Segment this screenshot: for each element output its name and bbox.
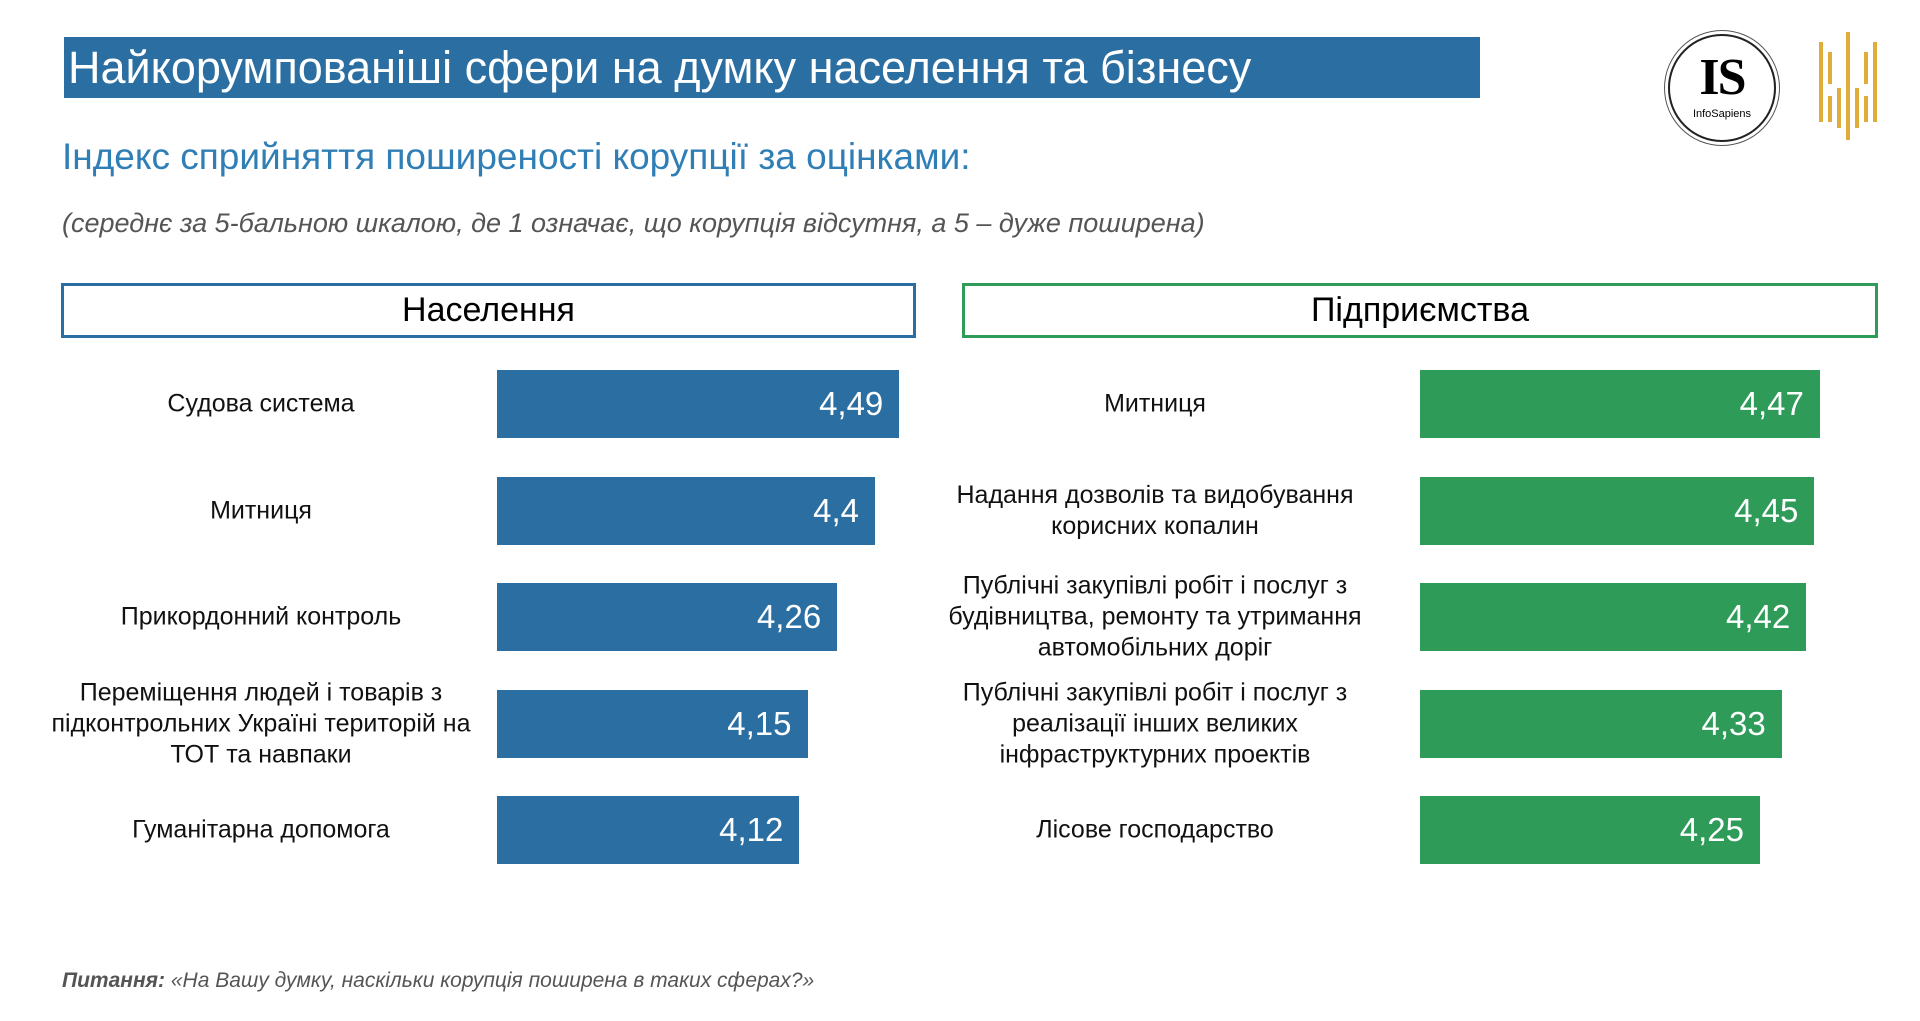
page-title: Найкорумпованіші сфери на думку населенн… — [64, 37, 1480, 98]
footer-label: Питання: — [62, 969, 166, 992]
infosapiens-logo: IS InfoSapiens — [1668, 34, 1776, 142]
business-bar: 4,47 — [1420, 370, 1820, 438]
business-bar: 4,33 — [1420, 690, 1782, 758]
business-value-label: 4,42 — [1726, 598, 1791, 635]
business-header: Підприємства — [962, 283, 1878, 338]
question-footer: Питання: «На Вашу думку, наскільки коруп… — [62, 969, 814, 993]
logo-initials: IS — [1699, 49, 1746, 106]
population-value-label: 4,15 — [727, 705, 792, 742]
population-category-label: Гуманітарна допомога — [132, 815, 390, 844]
population-header: Населення — [61, 283, 916, 338]
business-value-label: 4,47 — [1739, 385, 1804, 422]
business-bar: 4,25 — [1420, 796, 1760, 864]
scale-note: (середнє за 5-бальною шкалою, де 1 означ… — [62, 208, 1205, 238]
population-bar: 4,49 — [497, 370, 900, 438]
business-value-label: 4,33 — [1701, 705, 1766, 742]
population-category-label: Переміщення людей і товарів з підконтрол… — [51, 678, 471, 769]
population-category-label: Митниця — [210, 496, 312, 525]
population-value-label: 4,4 — [813, 492, 859, 529]
population-category-label: Прикордонний контроль — [120, 602, 402, 631]
business-category-label: Лісове господарство — [1036, 815, 1274, 844]
business-category-label: Надання дозволів та видобування корисних… — [956, 481, 1354, 540]
population-bar: 4,15 — [497, 690, 808, 758]
partner-logo-icon — [1815, 30, 1885, 140]
footer-text: «На Вашу думку, наскільки корупція пошир… — [165, 969, 815, 992]
business-value-label: 4,25 — [1679, 811, 1744, 848]
subtitle: Індекс сприйняття поширеності корупції з… — [62, 136, 971, 177]
population-value-label: 4,12 — [719, 811, 784, 848]
business-category-label: Публічні закупівлі робіт і послуг з буді… — [948, 571, 1362, 662]
population-value-label: 4,26 — [756, 598, 822, 635]
population-bar: 4,12 — [497, 796, 800, 864]
business-bar: 4,42 — [1420, 583, 1807, 651]
business-category-label: Митниця — [1104, 389, 1206, 418]
business-bar: 4,45 — [1420, 477, 1815, 545]
population-category-label: Судова система — [167, 389, 355, 418]
population-value-label: 4,49 — [819, 385, 884, 422]
business-value-label: 4,45 — [1734, 492, 1799, 529]
population-bar: 4,26 — [497, 583, 838, 651]
business-category-label: Публічні закупівлі робіт і послуг з реал… — [962, 678, 1348, 769]
population-bar: 4,4 — [497, 477, 875, 545]
logo-name: InfoSapiens — [1692, 108, 1752, 120]
